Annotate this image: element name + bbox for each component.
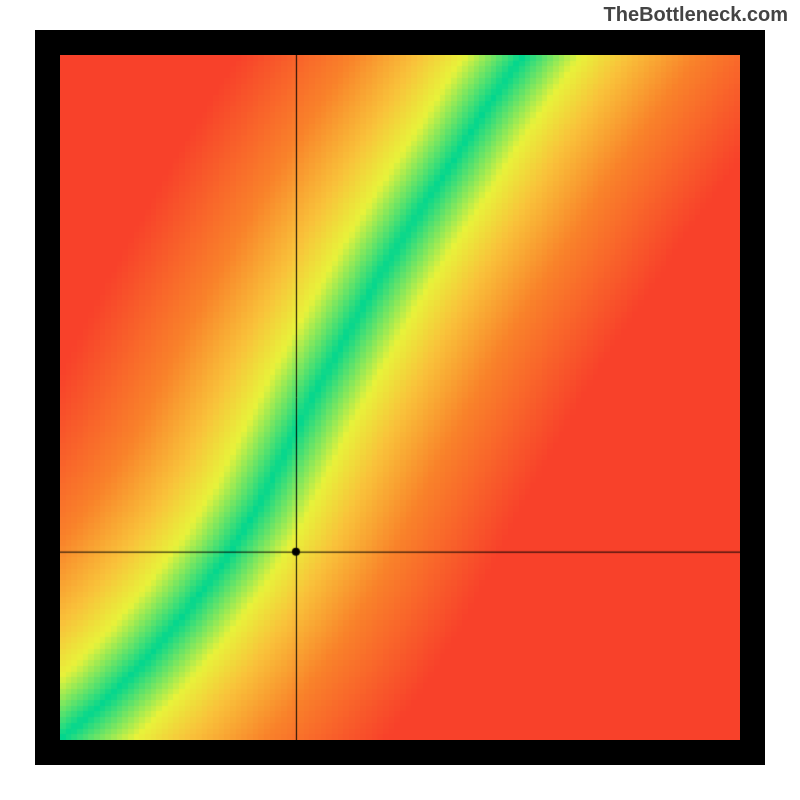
plot-frame (35, 30, 765, 765)
watermark-text: TheBottleneck.com (604, 4, 788, 27)
overlay-canvas (60, 55, 740, 740)
chart-container: TheBottleneck.com (0, 0, 800, 800)
